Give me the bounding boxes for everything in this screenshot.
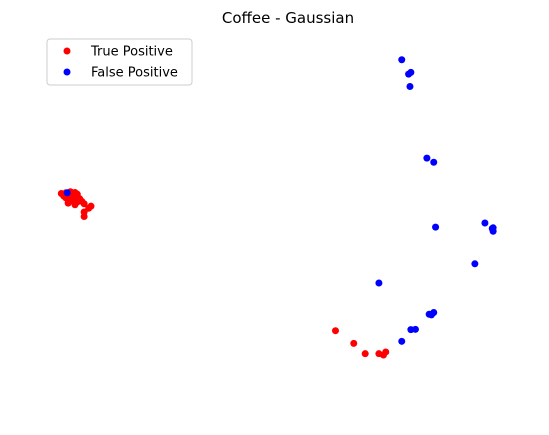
false-positive-point-1 — [398, 56, 406, 64]
legend-frame — [46, 38, 193, 86]
true-positive-point-20 — [331, 327, 339, 335]
false-positive-point-6 — [430, 158, 438, 166]
chart-title: Coffee - Gaussian — [222, 9, 354, 27]
false-positive-point-12 — [471, 260, 479, 268]
plot-area — [57, 56, 497, 359]
false-positive-point-0 — [63, 189, 71, 197]
true-positive-point-22 — [361, 350, 369, 358]
false-positive-point-19 — [398, 337, 406, 345]
false-positive-point-5 — [423, 154, 431, 162]
true-positive-point-13 — [64, 199, 72, 207]
legend-label-false-positive: False Positive — [91, 66, 178, 81]
false-positive-point-18 — [411, 325, 419, 333]
false-positive-point-4 — [406, 82, 414, 90]
true-positive-point-15 — [80, 200, 88, 208]
false-positive-point-3 — [407, 68, 415, 76]
false-positive-point-13 — [375, 279, 383, 287]
legend-marker-true-positive — [63, 47, 71, 55]
chart-legend: True Positive False Positive — [46, 38, 193, 86]
true-positive-point-21 — [350, 339, 358, 347]
true-positive-point-25 — [382, 348, 390, 356]
true-positive-point-14 — [71, 201, 79, 209]
legend-label-true-positive: True Positive — [90, 45, 173, 60]
false-positive-point-8 — [432, 223, 440, 231]
true-positive-point-19 — [80, 212, 88, 220]
false-positive-point-7 — [481, 219, 489, 227]
false-positive-point-11 — [489, 227, 497, 235]
false-positive-point-16 — [430, 309, 438, 317]
true-positive-point-17 — [87, 202, 95, 210]
legend-marker-false-positive — [63, 68, 71, 76]
